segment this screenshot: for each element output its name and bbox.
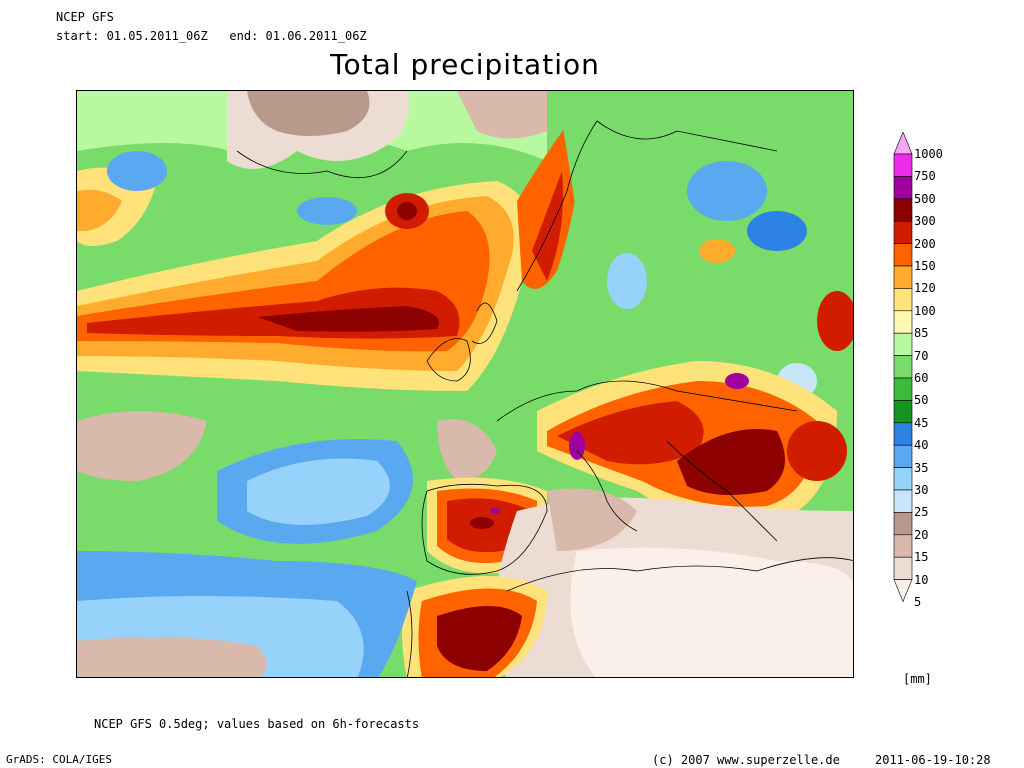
map-zone <box>247 91 370 136</box>
legend-label: 150 <box>914 259 936 273</box>
legend-swatch <box>893 153 913 177</box>
legend-label: 40 <box>914 438 929 453</box>
timestamp: 2011-06-19-10:28 <box>875 753 991 767</box>
map-title: Total precipitation <box>330 48 600 81</box>
coastlines <box>236 120 853 677</box>
map-zone <box>699 239 735 263</box>
map-zone <box>77 411 207 481</box>
legend-label: 500 <box>914 191 936 206</box>
legend-label: 35 <box>914 460 929 475</box>
data-note: NCEP GFS 0.5deg; values based on 6h-fore… <box>94 717 420 731</box>
legend-label: 20 <box>914 527 929 542</box>
legend-swatch <box>893 556 913 580</box>
map-zone <box>532 171 563 281</box>
map-zone <box>470 517 494 529</box>
legend-swatch <box>893 579 913 603</box>
legend-swatch <box>893 467 913 491</box>
color-legend <box>893 132 913 603</box>
legend-label: 15 <box>914 550 929 565</box>
legend-label: 50 <box>914 393 929 408</box>
map-zone <box>570 547 853 677</box>
legend-label: 5 <box>914 595 922 609</box>
coastline <box>471 302 498 344</box>
coastline <box>496 380 798 422</box>
map-zone <box>490 508 500 514</box>
map-zone <box>457 91 547 139</box>
legend-label: 60 <box>914 371 929 385</box>
legend-swatch <box>893 265 913 289</box>
map-zone <box>557 401 704 465</box>
map-zone <box>817 291 853 351</box>
coastline <box>236 150 408 178</box>
legend-swatch <box>893 489 913 513</box>
legend-swatch <box>893 444 913 468</box>
forecast-period: start: 01.05.2011_06Z end: 01.06.2011_06… <box>56 29 367 43</box>
coastline <box>426 338 471 382</box>
map-zone <box>437 606 522 671</box>
map-zone <box>747 211 807 251</box>
coastline <box>421 483 548 575</box>
legend-swatch <box>893 132 913 155</box>
legend-swatch <box>893 422 913 446</box>
map-zone <box>607 253 647 309</box>
legend-label: 45 <box>914 415 929 430</box>
map-zone <box>297 197 357 225</box>
legend-label: 10 <box>914 572 929 587</box>
coastline <box>516 120 778 292</box>
map-zone <box>77 637 267 677</box>
map-zone <box>107 151 167 191</box>
copyright-link[interactable]: (c) 2007 www.superzelle.de <box>652 753 840 767</box>
software-credit: GrADS: COLA/IGES <box>6 753 112 766</box>
legend-swatch <box>893 534 913 558</box>
legend-label: 200 <box>914 236 936 251</box>
legend-swatch <box>893 198 913 222</box>
legend-label: 70 <box>914 348 929 363</box>
legend-label: 750 <box>914 169 936 184</box>
map-zone <box>247 458 390 525</box>
coastline <box>666 440 778 542</box>
legend-swatch <box>893 332 913 356</box>
legend-swatch <box>893 310 913 334</box>
legend-label: 100 <box>914 303 936 318</box>
map-zone <box>77 189 122 231</box>
map-zone <box>517 111 580 289</box>
legend-swatch <box>893 243 913 267</box>
legend-swatch <box>893 512 913 536</box>
model-name: NCEP GFS <box>56 10 114 24</box>
legend-unit: [mm] <box>903 672 932 686</box>
map-zone <box>677 429 785 495</box>
map-zone <box>547 488 637 551</box>
legend-swatch <box>893 288 913 312</box>
legend-label: 30 <box>914 483 929 497</box>
map-zone <box>397 202 417 220</box>
coastline <box>576 450 638 532</box>
legend-label: 25 <box>914 505 929 520</box>
legend-label: 120 <box>914 281 936 296</box>
map-zone <box>687 161 767 221</box>
legend-swatch <box>893 400 913 424</box>
legend-swatch <box>893 377 913 401</box>
coastline <box>506 557 853 592</box>
map-zone <box>725 373 749 389</box>
legend-swatch <box>893 220 913 244</box>
legend-label: 300 <box>914 214 936 229</box>
map-zone <box>569 432 585 460</box>
legend-swatch <box>893 355 913 379</box>
map-zone <box>257 306 439 332</box>
legend-swatch <box>893 176 913 200</box>
coastline <box>406 590 413 677</box>
legend-label: 1000 <box>914 147 943 161</box>
legend-label: 85 <box>914 326 929 341</box>
map-zone <box>787 421 847 481</box>
map-zone <box>437 419 497 481</box>
precipitation-map <box>76 90 854 678</box>
